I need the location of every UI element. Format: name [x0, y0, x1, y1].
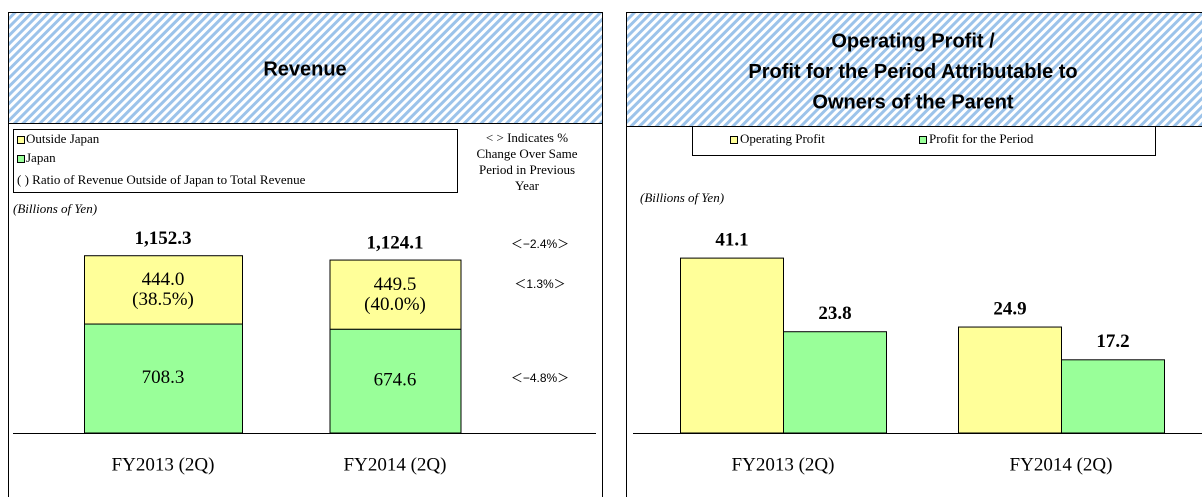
note: Year: [515, 178, 540, 193]
ratio-label: (40.0%): [364, 294, 426, 315]
ratio-label: (38.5%): [132, 289, 194, 310]
bar-segment: [329, 259, 462, 330]
x-tick-label: FY2013 (2Q): [732, 454, 835, 475]
bar: [680, 257, 784, 434]
value-label: 23.8: [818, 303, 851, 324]
change-label: ＜−4.8%＞: [511, 371, 569, 385]
legend-swatch: [17, 136, 25, 144]
value-label: 17.2: [1096, 331, 1129, 352]
bar-segment: [329, 328, 462, 434]
legend-label: Profit for the Period: [929, 131, 1034, 146]
right-header: [626, 12, 1202, 127]
chart-title: Operating Profit /: [831, 30, 995, 52]
bar: [783, 331, 887, 434]
value-label: 674.6: [374, 369, 417, 390]
value-label: 444.0: [142, 269, 185, 290]
chart-title: Profit for the Period Attributable to: [748, 61, 1077, 83]
value-label: 708.3: [142, 367, 185, 388]
total-label: 1,152.3: [135, 228, 192, 249]
change-label: ＜−2.4%＞: [511, 237, 569, 251]
legend-label: Operating Profit: [740, 131, 825, 146]
bar-segment: [84, 255, 243, 325]
legend-swatch: [919, 136, 927, 144]
note: Period in Previous: [479, 162, 575, 177]
left-legend-box: [13, 129, 458, 193]
total-label: 1,124.1: [367, 232, 424, 253]
legend-note: ( ) Ratio of Revenue Outside of Japan to…: [17, 172, 306, 187]
value-label: 449.5: [374, 274, 417, 295]
x-tick-label: FY2014 (2Q): [344, 454, 447, 475]
left-header: [8, 12, 603, 124]
bar: [958, 326, 1062, 434]
value-label: 41.1: [715, 229, 748, 250]
legend-swatch: [17, 155, 25, 163]
change-label: ＜1.3%＞: [514, 277, 565, 291]
x-tick-label: FY2013 (2Q): [112, 454, 215, 475]
note: < > Indicates %: [486, 130, 568, 145]
legend-label: Outside Japan: [26, 131, 100, 146]
unit-label: (Billions of Yen): [13, 201, 97, 216]
unit-label: (Billions of Yen): [640, 190, 724, 205]
legend-label: Japan: [26, 150, 56, 165]
note: Change Over Same: [476, 146, 577, 161]
bar: [1061, 359, 1165, 434]
value-label: 24.9: [993, 298, 1026, 319]
chart-title: Owners of the Parent: [812, 91, 1013, 113]
chart-title: Revenue: [263, 58, 346, 80]
x-tick-label: FY2014 (2Q): [1010, 454, 1113, 475]
legend-swatch: [730, 136, 738, 144]
